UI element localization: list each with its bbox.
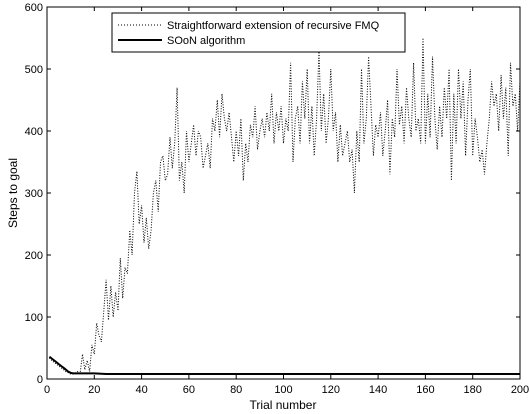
x-tick-label: 120 bbox=[322, 384, 340, 396]
y-tick-label: 600 bbox=[25, 2, 43, 14]
x-tick-label: 200 bbox=[511, 384, 529, 396]
legend-box bbox=[111, 12, 406, 53]
x-tick-label: 60 bbox=[183, 384, 195, 396]
x-tick-label: 160 bbox=[416, 384, 434, 396]
y-axis-label: Steps to goal bbox=[6, 158, 20, 228]
x-tick-label: 80 bbox=[230, 384, 242, 396]
legend-label-soon: SOoN algorithm bbox=[167, 35, 245, 47]
series-line-1 bbox=[48, 355, 520, 375]
y-tick-label: 300 bbox=[25, 188, 43, 200]
x-tick-label: 0 bbox=[44, 384, 50, 396]
series-line-0 bbox=[49, 37, 521, 375]
plot-area bbox=[46, 6, 521, 380]
x-tick-label: 100 bbox=[274, 384, 292, 396]
y-tick-label: 200 bbox=[25, 250, 43, 262]
x-tick-label: 180 bbox=[464, 384, 482, 396]
series-layer bbox=[48, 37, 521, 375]
y-tick-label: 400 bbox=[25, 126, 43, 138]
x-tick-label: 20 bbox=[88, 384, 100, 396]
x-tick-label: 40 bbox=[135, 384, 147, 396]
y-tick-label: 500 bbox=[25, 64, 43, 76]
x-axis-label: Trial number bbox=[250, 398, 317, 412]
y-tick-label: 100 bbox=[25, 312, 43, 324]
legend-label-fmq: Straightforward extension of recursive F… bbox=[167, 20, 380, 32]
ticks-layer: 0 20 40 60 80 100 120 140 160 180 200 0 100 200 300 400… bbox=[25, 2, 530, 396]
x-tick-label: 140 bbox=[369, 384, 387, 396]
legend: Straightforward extension of recursive F… bbox=[111, 12, 406, 53]
y-tick-label: 0 bbox=[37, 374, 43, 386]
